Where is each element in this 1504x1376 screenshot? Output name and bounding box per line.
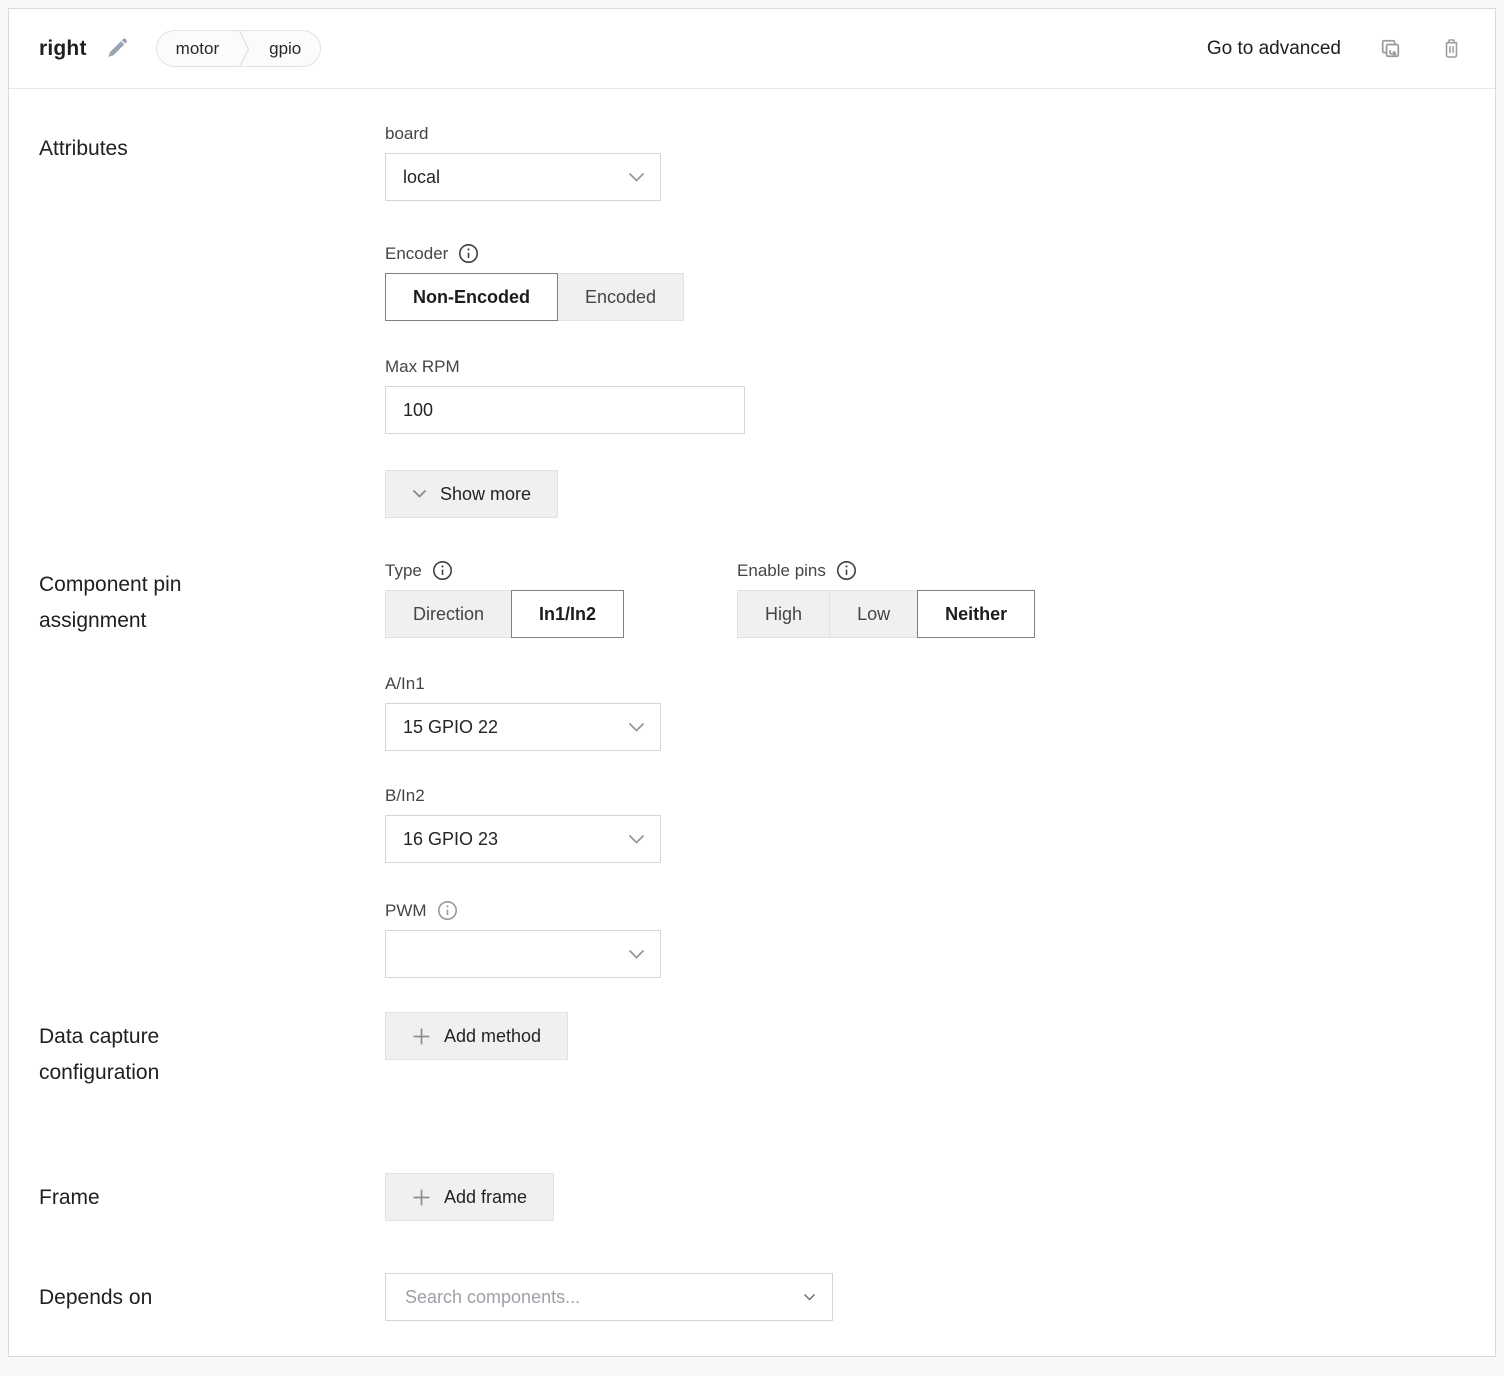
component-config-card: right motor gpio Go to advanced (8, 8, 1496, 1357)
enable-pins-field: Enable pins High Low (737, 560, 1036, 638)
type-option-in1-in2[interactable]: In1/In2 (511, 590, 625, 638)
board-label: board (385, 124, 429, 143)
info-icon[interactable] (458, 243, 479, 264)
section-label-frame: Frame (39, 1186, 100, 1209)
frame-row: Frame Add frame (39, 1173, 1465, 1221)
trash-icon (1440, 36, 1463, 62)
enable-pins-option-low[interactable]: Low (829, 590, 919, 638)
chevron-down-icon (628, 172, 645, 183)
pwm-label: PWM (385, 900, 427, 920)
card-body: Attributes board local E (9, 89, 1495, 1356)
header-actions: Go to advanced (1207, 33, 1465, 64)
encoder-field: Encoder Non-Encoded Encoded (385, 243, 1465, 321)
type-toggle-group: Direction In1/In2 (385, 590, 625, 638)
encoder-option-encoded[interactable]: Encoded (557, 273, 685, 321)
chevron-down-icon (628, 722, 645, 733)
type-label: Type (385, 560, 422, 580)
b-in2-select-value: 16 GPIO 23 (403, 828, 499, 849)
type-field: Type Direction In1/In2 (385, 560, 625, 638)
a-in1-select-value: 15 GPIO 22 (403, 716, 499, 737)
b-in2-label: B/In2 (385, 786, 425, 805)
a-in1-field: A/In1 15 GPIO 22 (385, 674, 1465, 751)
info-icon[interactable] (437, 900, 458, 921)
max-rpm-label: Max RPM (385, 357, 460, 376)
b-in2-select[interactable]: 16 GPIO 23 (385, 815, 661, 863)
encoder-option-non-encoded[interactable]: Non-Encoded (385, 273, 558, 321)
depends-on-row: Depends on (39, 1273, 1465, 1321)
breadcrumb-type: motor (175, 38, 220, 58)
enable-pins-toggle-group: High Low Neither (737, 590, 1036, 638)
add-frame-button[interactable]: Add frame (385, 1173, 555, 1221)
duplicate-button[interactable] (1375, 33, 1406, 64)
rename-button[interactable] (103, 35, 130, 62)
section-label-data-capture: Data capture configuration (39, 1025, 160, 1084)
card-header: right motor gpio Go to advanced (9, 9, 1495, 89)
a-in1-label: A/In1 (385, 674, 425, 693)
chevron-down-icon (628, 949, 645, 960)
b-in2-field: B/In2 16 GPIO 23 (385, 786, 1465, 863)
max-rpm-field: Max RPM (385, 357, 1465, 434)
attributes-row: Attributes board local E (39, 124, 1465, 518)
depends-on-search-input[interactable] (403, 1285, 795, 1309)
breadcrumb-model: gpio (269, 38, 302, 58)
pwm-field: PWM (385, 900, 1465, 978)
encoder-toggle-group: Non-Encoded Encoded (385, 273, 1465, 321)
encoder-label: Encoder (385, 243, 449, 263)
depends-on-combobox[interactable] (385, 1273, 833, 1321)
enable-pins-option-neither[interactable]: Neither (917, 590, 1036, 638)
section-label-attributes: Attributes (39, 137, 128, 160)
add-method-button[interactable]: Add method (385, 1012, 569, 1060)
section-label-pin-assignment: Component pin assignment (39, 573, 182, 632)
enable-pins-label: Enable pins (737, 560, 826, 580)
duplicate-icon (1377, 35, 1404, 62)
go-to-advanced-button[interactable]: Go to advanced (1206, 37, 1341, 59)
data-capture-row: Data capture configuration Add method (39, 1012, 1465, 1091)
show-more-button[interactable]: Show more (385, 470, 559, 518)
board-field: board local (385, 124, 1465, 201)
chevron-down-icon (412, 489, 427, 499)
pencil-icon (105, 37, 128, 60)
chevron-down-icon (803, 1293, 816, 1302)
breadcrumb: motor gpio (155, 30, 322, 67)
enable-pins-option-high[interactable]: High (737, 590, 831, 638)
chevron-separator-icon (238, 31, 250, 66)
info-icon[interactable] (836, 560, 857, 581)
board-select[interactable]: local (385, 153, 661, 201)
type-option-direction[interactable]: Direction (385, 590, 513, 638)
info-icon[interactable] (432, 560, 453, 581)
plus-icon (412, 1027, 431, 1046)
chevron-down-icon (628, 834, 645, 845)
a-in1-select[interactable]: 15 GPIO 22 (385, 703, 661, 751)
plus-icon (412, 1188, 431, 1207)
max-rpm-input[interactable] (385, 386, 745, 434)
pwm-select[interactable] (385, 930, 661, 978)
component-name: right (39, 36, 87, 60)
pin-assignment-row: Component pin assignment Type (39, 560, 1465, 978)
board-select-value: local (403, 166, 441, 187)
section-label-depends-on: Depends on (39, 1286, 153, 1309)
delete-button[interactable] (1438, 34, 1465, 64)
